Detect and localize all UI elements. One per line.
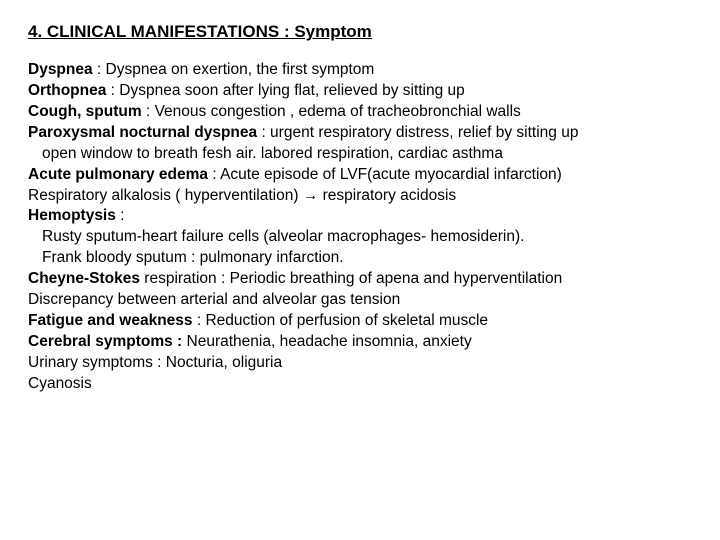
line-pnd: Paroxysmal nocturnal dyspnea : urgent re… [28,123,692,144]
slide-title: 4. CLINICAL MANIFESTATIONS : Symptom [28,22,692,42]
desc-cough: : Venous congestion , edema of tracheobr… [142,103,521,120]
desc-cerebral: Neurathenia, headache insomnia, anxiety [182,333,472,350]
term-orthopnea: Orthopnea [28,82,106,99]
term-cerebral: Cerebral symptoms : [28,333,182,350]
term-ape: Acute pulmonary edema [28,166,208,183]
term-pnd: Paroxysmal nocturnal dyspnea [28,124,257,141]
line-cerebral: Cerebral symptoms : Neurathenia, headach… [28,332,692,353]
line-dyspnea: Dyspnea : Dyspnea on exertion, the first… [28,60,692,81]
line-fatigue: Fatigue and weakness : Reduction of perf… [28,311,692,332]
desc-dyspnea: : Dyspnea on exertion, the first symptom [93,61,375,78]
term-cheyne: Cheyne-Stokes [28,270,140,287]
line-frank: Frank bloody sputum : pulmonary infarcti… [28,248,692,269]
line-cheyne: Cheyne-Stokes respiration : Periodic bre… [28,269,692,290]
desc-fatigue: : Reduction of perfusion of skeletal mus… [193,312,489,329]
line-rusty: Rusty sputum-heart failure cells (alveol… [28,227,692,248]
line-pnd-cont: open window to breath fesh air. labored … [28,144,692,165]
line-discrepancy: Discrepancy between arterial and alveola… [28,290,692,311]
line-cough: Cough, sputum : Venous congestion , edem… [28,102,692,123]
line-cyanosis: Cyanosis [28,374,692,395]
slide-container: 4. CLINICAL MANIFESTATIONS : Symptom Dys… [0,0,720,417]
term-fatigue: Fatigue and weakness [28,312,193,329]
desc-cheyne: respiration : Periodic breathing of apen… [140,270,562,287]
term-dyspnea: Dyspnea [28,61,93,78]
line-urinary: Urinary symptoms : Nocturia, oliguria [28,353,692,374]
desc-pnd: : urgent respiratory distress, relief by… [257,124,578,141]
term-hemoptysis: Hemoptysis [28,207,116,224]
slide-body: Dyspnea : Dyspnea on exertion, the first… [28,60,692,395]
desc-ape: : Acute episode of LVF(acute myocardial … [208,166,562,183]
term-cough: Cough, sputum [28,103,142,120]
desc-orthopnea: : Dyspnea soon after lying flat, relieve… [106,82,464,99]
line-resp: Respiratory alkalosis ( hyperventilation… [28,186,692,207]
line-ape: Acute pulmonary edema : Acute episode of… [28,165,692,186]
desc-hemoptysis: : [116,207,125,224]
line-hemoptysis: Hemoptysis : [28,206,692,227]
line-orthopnea: Orthopnea : Dyspnea soon after lying fla… [28,81,692,102]
